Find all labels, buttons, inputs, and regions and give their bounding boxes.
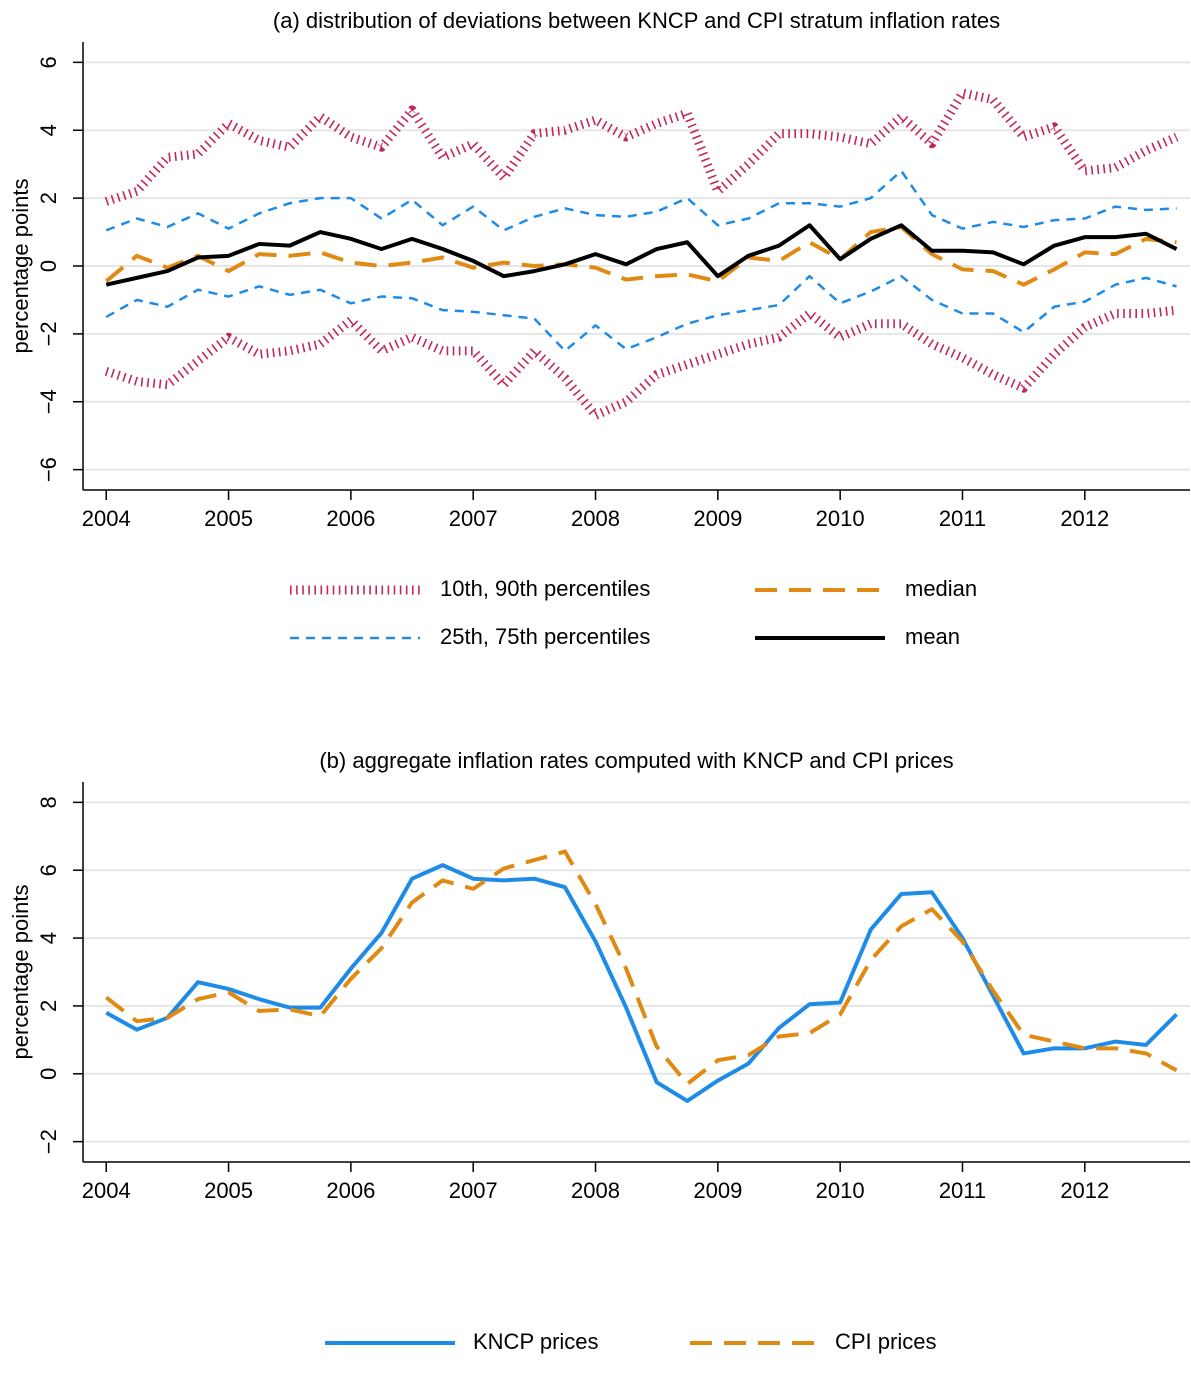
- series-line: [105, 863, 1178, 1103]
- y-tick-label: 4: [36, 932, 61, 944]
- x-tick-label: 2005: [204, 506, 253, 531]
- x-tick-label: 2007: [449, 506, 498, 531]
- x-tick-label: 2008: [571, 506, 620, 531]
- x-tick-label: 2007: [449, 1178, 498, 1203]
- x-tick-label: 2008: [571, 1178, 620, 1203]
- legend-label: CPI prices: [835, 1329, 936, 1354]
- series-line: [105, 223, 1178, 287]
- legend-label: 10th, 90th percentiles: [440, 576, 650, 601]
- series-line: [104, 224, 1177, 287]
- chart-title: (b) aggregate inflation rates computed w…: [319, 748, 953, 773]
- x-tick-label: 2006: [326, 506, 375, 531]
- x-tick-label: 2011: [939, 506, 986, 531]
- x-tick-label: 2006: [326, 1178, 375, 1203]
- y-tick-label: 0: [36, 1068, 61, 1080]
- x-tick-label: 2010: [816, 506, 865, 531]
- y-tick-label: 6: [36, 56, 61, 68]
- series-line: [105, 274, 1177, 353]
- x-tick-label: 2012: [1060, 506, 1109, 531]
- x-tick-label: 2012: [1060, 1178, 1109, 1203]
- x-tick-label: 2004: [82, 506, 131, 531]
- y-tick-label: −6: [36, 457, 61, 482]
- x-tick-label: 2009: [693, 506, 742, 531]
- legend-label: KNCP prices: [473, 1329, 599, 1354]
- series-line: [104, 305, 1178, 420]
- y-axis-label: percentage points: [8, 885, 33, 1060]
- legend-label: median: [905, 576, 977, 601]
- y-tick-label: −2: [36, 1129, 61, 1154]
- chart-title: (a) distribution of deviations between K…: [273, 8, 1000, 33]
- x-tick-label: 2009: [693, 1178, 742, 1203]
- x-tick-label: 2011: [939, 1178, 986, 1203]
- y-tick-label: 2: [36, 1000, 61, 1012]
- y-tick-label: 8: [36, 796, 61, 808]
- y-axis-label: percentage points: [8, 179, 33, 354]
- x-tick-label: 2010: [816, 1178, 865, 1203]
- y-tick-label: −4: [36, 389, 61, 414]
- y-tick-label: −2: [36, 321, 61, 346]
- y-tick-label: 2: [36, 192, 61, 204]
- series-line: [105, 169, 1177, 232]
- y-tick-label: 4: [36, 124, 61, 136]
- x-tick-label: 2005: [204, 1178, 253, 1203]
- x-tick-label: 2004: [82, 1178, 131, 1203]
- series-line: [104, 88, 1179, 206]
- legend-label: 25th, 75th percentiles: [440, 624, 650, 649]
- y-tick-label: 0: [36, 260, 61, 272]
- y-tick-label: 6: [36, 864, 61, 876]
- series-line: [105, 849, 1178, 1086]
- legend-label: mean: [905, 624, 960, 649]
